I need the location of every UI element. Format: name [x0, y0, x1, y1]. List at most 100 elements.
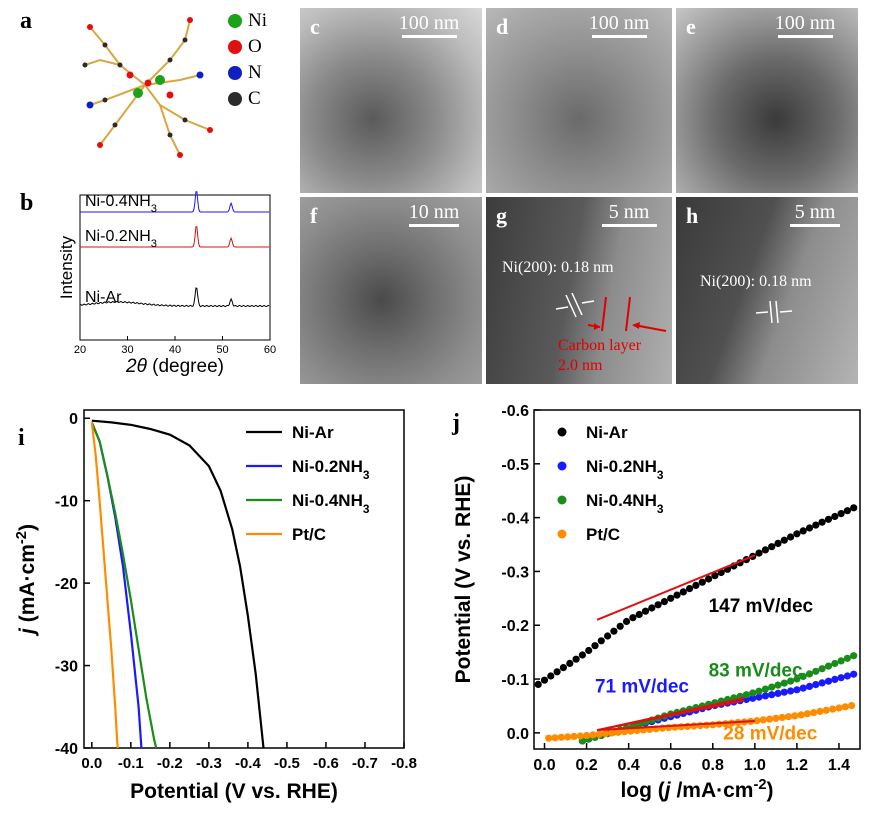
data-point — [601, 730, 610, 738]
data-point — [831, 659, 839, 668]
carbon-layer-label: Carbon layer — [558, 337, 642, 354]
data-point — [597, 637, 605, 645]
tem-panel-c: c 100 nm — [300, 8, 482, 193]
data-point — [660, 598, 668, 606]
x-tick-label: -0.3 — [196, 755, 222, 772]
tafel-chart: 0.0 0.2 0.4 0.6 0.8 1.0 1.2 1.4 0.0 -0.1 -0.2 -0.3 -… — [452, 403, 861, 802]
y-tick-label: -0.3 — [501, 564, 529, 581]
data-point — [595, 730, 603, 738]
x-tick-label: -0.1 — [118, 755, 144, 772]
x-tick-label: -0.4 — [235, 755, 262, 772]
o-atom-icon — [228, 40, 242, 54]
data-point — [572, 655, 580, 663]
data-point — [837, 674, 845, 682]
data-point — [805, 524, 814, 532]
data-point — [620, 728, 628, 736]
data-point — [841, 703, 849, 711]
panel-label-j: j — [452, 410, 460, 436]
data-point — [608, 729, 616, 737]
data-point — [604, 632, 612, 640]
data-point — [799, 527, 807, 535]
lsv-curve-Ni04NH3 — [90, 421, 158, 749]
data-point — [753, 717, 761, 725]
data-point — [534, 680, 542, 688]
data-point — [818, 518, 826, 526]
xrd-line-Ni-0-4NH3 — [80, 191, 270, 213]
data-point — [686, 585, 694, 593]
lsv-curve-NiAr — [91, 419, 265, 749]
data-point — [673, 591, 681, 599]
data-point — [755, 693, 763, 701]
data-point — [547, 672, 555, 680]
data-point — [803, 710, 811, 718]
x-tick-label: -0.7 — [352, 755, 378, 772]
legend-label: Pt/C — [292, 525, 326, 544]
x-tick-label: 0.0 — [533, 757, 555, 774]
plot-frame — [533, 409, 861, 750]
legend-marker — [557, 427, 567, 437]
data-point — [566, 659, 574, 667]
data-point — [805, 670, 814, 678]
carbon-layer-thickness: 2.0 nm — [558, 357, 603, 374]
data-point — [616, 622, 624, 630]
xrd-line-Ni-Ar — [79, 287, 270, 308]
data-point — [793, 675, 801, 683]
data-point — [635, 610, 643, 619]
scale-bar-g: 5 nm — [594, 201, 664, 227]
data-point — [818, 679, 826, 687]
legend-label: Ni-Ar — [292, 423, 334, 442]
n-atom-icon — [228, 66, 242, 80]
legend-o: O — [228, 34, 267, 60]
x-tick-label: 20 — [74, 344, 86, 356]
legend-ni: Ni — [228, 8, 267, 34]
plot-frame — [79, 194, 271, 341]
data-point — [755, 549, 763, 557]
xrd-chart: 20 30 40 50 60 2θ (degree) Intensity Ni-0.4NH3 N… — [57, 191, 276, 377]
xrd-series-label: Ni-0.2NH3 — [85, 228, 157, 250]
data-point — [553, 668, 561, 676]
fit-line — [596, 554, 756, 621]
xrd-series-label: Ni-0.4NH3 — [85, 193, 157, 215]
data-point — [570, 732, 578, 740]
x-tick-label: 0.2 — [575, 757, 597, 774]
data-point — [755, 687, 763, 695]
data-point — [709, 721, 717, 729]
data-point — [585, 646, 593, 655]
data-point — [576, 732, 584, 740]
scale-bar-e: 100 nm — [760, 12, 850, 38]
data-point — [831, 512, 839, 521]
data-point — [784, 713, 793, 721]
data-point — [824, 677, 833, 685]
data-point — [835, 704, 843, 712]
slope-label: 147 mV/dec — [709, 596, 814, 617]
y-axis-label: Intensity — [57, 235, 76, 299]
x-tick-label: 30 — [121, 344, 133, 356]
y-tick-label: -40 — [55, 741, 78, 758]
lattice-label-h: Ni(200): 0.18 nm — [700, 273, 812, 290]
x-tick-label: 60 — [264, 344, 276, 356]
legend-n: N — [228, 60, 267, 86]
y-tick-label: -0.6 — [501, 403, 529, 420]
x-tick-label: 40 — [169, 344, 181, 356]
x-tick-label: -0.5 — [274, 755, 300, 772]
data-point — [667, 594, 675, 602]
panel-label-b: b — [20, 190, 34, 216]
data-point — [610, 627, 618, 635]
data-point — [810, 709, 818, 717]
x-tick-label: -0.8 — [391, 755, 417, 772]
x-tick-label: 1.2 — [786, 757, 808, 774]
data-point — [641, 607, 650, 615]
data-point — [829, 705, 837, 713]
carbon-layer-marker — [587, 296, 667, 332]
data-point — [780, 679, 788, 687]
data-point — [791, 712, 799, 720]
scale-bar-c: 100 nm — [384, 12, 474, 38]
scale-bar-d: 100 nm — [574, 12, 664, 38]
data-point — [679, 588, 687, 596]
atom-legend: Ni O N C — [228, 8, 267, 112]
slope-label: 28 mV/dec — [723, 723, 817, 744]
tem-panel-g: g 5 nm Ni(200): 0.18 nm Carbon layer 2.0… — [486, 197, 672, 384]
data-point — [818, 665, 826, 673]
xrd-line-Ni-0-2NH3 — [80, 226, 270, 248]
y-tick-label: -30 — [55, 659, 78, 676]
